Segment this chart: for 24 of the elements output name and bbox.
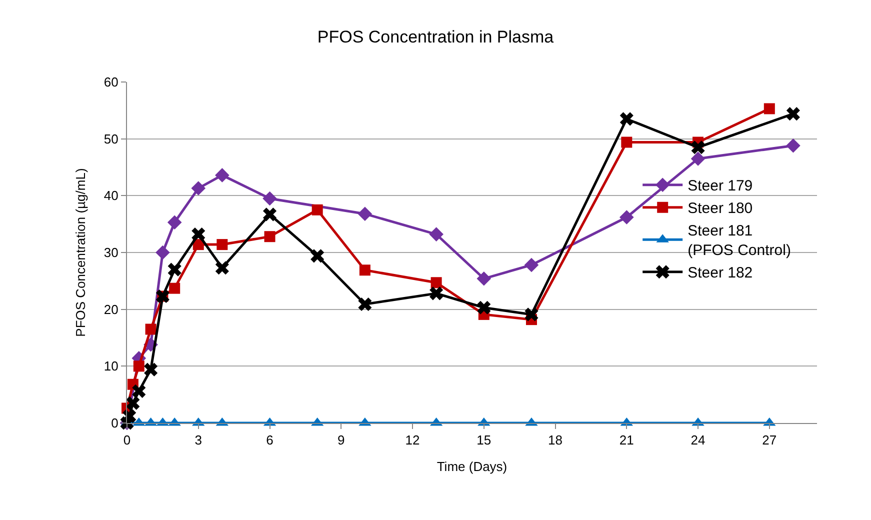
y-tick-label: 20 (104, 302, 118, 317)
legend-label: Steer 181 (PFOS Control) (688, 222, 791, 260)
legend-label: Steer 180 (688, 200, 753, 218)
y-tick-label: 10 (104, 358, 118, 374)
x-tick-label: 24 (690, 432, 706, 448)
x-tick-label: 9 (338, 432, 345, 448)
y-tick-label: 0 (111, 416, 118, 431)
x-tick-label: 27 (762, 432, 777, 448)
x-tick-label: 0 (123, 432, 131, 448)
x-tick-label: 12 (405, 432, 420, 448)
chart-title: PFOS Concentration in Plasma (317, 27, 554, 46)
x-axis-title: Time (Days) (436, 459, 508, 474)
legend-label: Steer 182 (688, 264, 753, 282)
x-tick-label: 15 (476, 432, 492, 448)
y-tick-label: 50 (104, 131, 118, 146)
y-tick-label: 40 (104, 188, 118, 204)
y-tick-label: 60 (104, 74, 118, 90)
y-axis-title: PFOS Concentration (µg/mL) (72, 168, 88, 337)
x-tick-label: 18 (548, 432, 563, 448)
x-tick-label: 21 (619, 432, 634, 448)
legend-label: Steer 179 (688, 178, 753, 195)
x-tick-label: 3 (194, 432, 202, 448)
y-tick-label: 30 (104, 245, 118, 260)
x-tick-label: 6 (266, 432, 274, 448)
